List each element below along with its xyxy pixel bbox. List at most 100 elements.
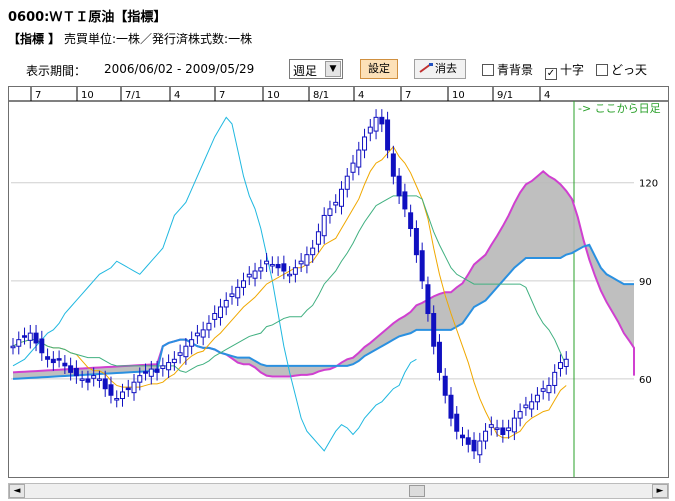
x-tick-label: 7 <box>405 90 411 101</box>
candle-body <box>33 332 39 344</box>
candle-body <box>91 375 97 379</box>
candle-body <box>287 273 293 277</box>
candle-body <box>338 188 344 207</box>
checkbox-crosshair-label: 十字 <box>560 63 585 77</box>
eraser-icon <box>419 63 433 73</box>
candle-body <box>408 212 414 230</box>
candle-body <box>73 367 79 377</box>
x-tick-label: 10 <box>81 90 94 101</box>
candle-body <box>333 201 339 206</box>
candle-body <box>189 339 195 347</box>
interval-select[interactable]: 週足 ▼ <box>289 59 343 79</box>
candle-body <box>396 175 402 197</box>
checkbox-other[interactable]: どっ天 <box>596 61 647 78</box>
x-tick-label: 7/1 <box>125 90 141 101</box>
candle-body <box>442 375 448 396</box>
candle-body <box>327 208 333 216</box>
candle-body <box>557 362 563 369</box>
candle-body <box>10 345 16 349</box>
candle-body <box>281 263 287 272</box>
candle-body <box>229 293 235 298</box>
erase-label: 消去 <box>435 62 457 75</box>
ichimoku-cloud <box>13 171 634 379</box>
candle-body <box>39 338 45 354</box>
y-tick-label: 60 <box>639 375 652 386</box>
candle-body <box>85 378 91 383</box>
candle-body <box>206 322 212 331</box>
candle-body <box>212 313 218 320</box>
candle-body <box>252 270 258 279</box>
candle-body <box>96 378 102 381</box>
candle-body <box>200 329 206 338</box>
candle-body <box>160 365 166 369</box>
x-tick-label: 9/1 <box>497 90 513 101</box>
settings-button[interactable]: 設定 <box>360 59 398 79</box>
candle-body <box>552 371 558 386</box>
x-tick-label: 10 <box>267 90 280 101</box>
checkbox-blue-bg[interactable]: 青背景 <box>482 61 533 78</box>
x-tick-label: 7 <box>35 90 41 101</box>
candle-body <box>310 247 316 256</box>
candle-body <box>137 375 143 383</box>
future-label: -> ここから日足 <box>578 102 661 115</box>
chevron-down-icon[interactable]: ▼ <box>325 61 341 77</box>
candle-body <box>379 116 385 125</box>
checkbox-crosshair-box[interactable]: ✓ <box>545 68 557 80</box>
candle-body <box>506 427 512 432</box>
candle-body <box>264 260 270 265</box>
x-tick-label: 4 <box>358 90 364 101</box>
checkbox-crosshair[interactable]: ✓ 十字 <box>545 61 584 80</box>
checkbox-blue-bg-box[interactable] <box>482 64 494 76</box>
horizontal-scrollbar[interactable]: ◄ ► <box>8 483 669 499</box>
x-tick-label: 8/1 <box>313 90 329 101</box>
candle-body <box>385 119 391 151</box>
candle-body <box>22 335 28 338</box>
candle-body <box>315 231 321 245</box>
candle-body <box>350 162 356 173</box>
scroll-right-button[interactable]: ► <box>652 484 668 498</box>
candle-body <box>465 437 471 445</box>
candle-body <box>402 191 408 210</box>
candle-body <box>166 362 172 371</box>
candle-body <box>483 430 489 442</box>
candle-body <box>454 413 460 432</box>
candle-body <box>217 306 223 318</box>
unit-tag: 【指標 】 <box>8 32 61 46</box>
candle-body <box>45 356 51 360</box>
checkbox-other-box[interactable] <box>596 64 608 76</box>
scroll-left-button[interactable]: ◄ <box>9 484 25 498</box>
candle-body <box>362 136 368 151</box>
candle-body <box>534 394 540 403</box>
candle-body <box>27 332 33 341</box>
candle-body <box>511 417 517 433</box>
candle-body <box>125 387 131 391</box>
candle-body <box>494 427 500 430</box>
candle-body <box>523 404 529 409</box>
erase-button[interactable]: 消去 <box>414 59 466 79</box>
candle-body <box>292 267 298 275</box>
price-chart[interactable]: 7 10 7/1 4 7 10 8/1 4 7 10 9/1 4 120 90 60 -> ここから日足 <box>9 87 668 477</box>
candle-body <box>119 391 125 400</box>
candle-body <box>223 299 229 308</box>
candle-body <box>275 263 281 269</box>
candle-body <box>68 365 74 373</box>
scroll-thumb[interactable] <box>409 485 425 497</box>
x-tick-label: 7 <box>219 90 225 101</box>
candle-body <box>246 273 252 278</box>
candle-body <box>177 352 183 356</box>
candle-body <box>304 254 310 266</box>
candle-body <box>194 332 200 337</box>
candle-body <box>529 401 535 410</box>
candle-body <box>373 116 379 132</box>
candle-body <box>563 358 569 367</box>
candle-body <box>143 371 149 374</box>
candle-body <box>356 149 362 168</box>
interval-select-value: 週足 <box>293 64 318 78</box>
candle-body <box>367 126 373 134</box>
candle-body <box>517 411 523 419</box>
candle-body <box>114 398 120 401</box>
candle-body <box>448 394 454 419</box>
chart-area[interactable]: 7 10 7/1 4 7 10 8/1 4 7 10 9/1 4 120 90 60 -> ここから日足 <box>8 86 669 478</box>
x-tick-label: 10 <box>452 90 465 101</box>
candle-body <box>148 368 154 377</box>
